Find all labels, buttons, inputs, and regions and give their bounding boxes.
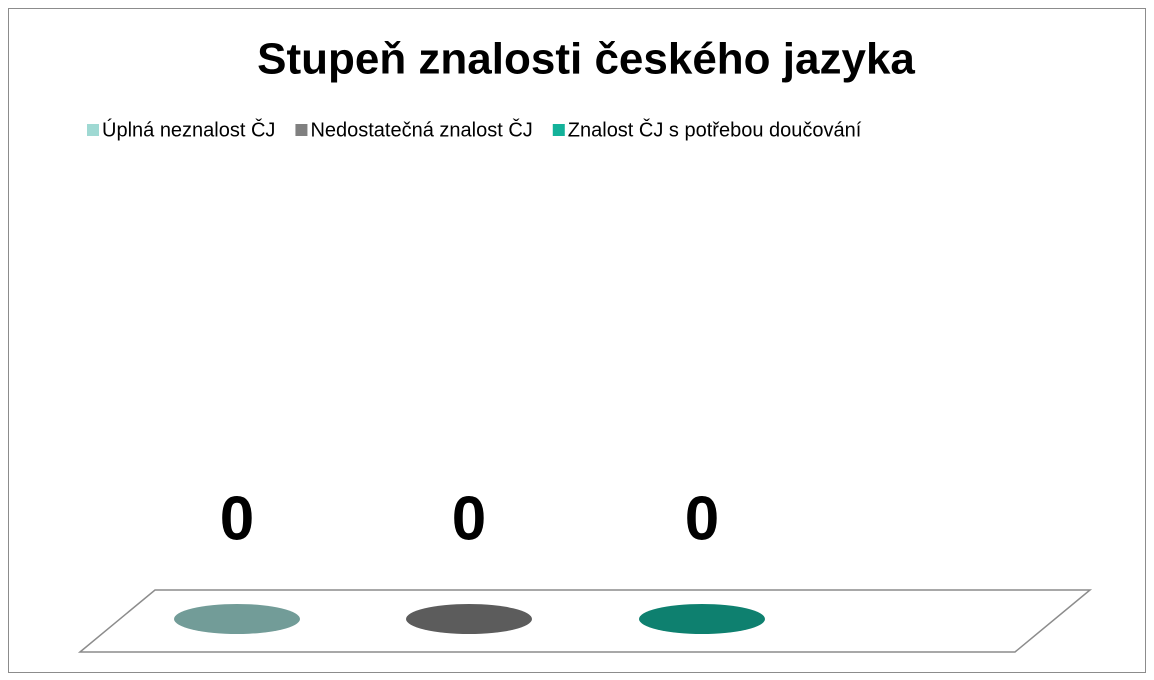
bar xyxy=(174,604,300,634)
legend-label: Nedostatečná znalost ČJ xyxy=(310,118,532,141)
legend-swatch xyxy=(295,124,308,136)
bar xyxy=(406,604,532,634)
legend-label: Úplná neznalost ČJ xyxy=(102,118,275,141)
legend-swatch xyxy=(552,124,565,136)
chart-frame xyxy=(8,8,1146,673)
bar xyxy=(639,604,765,634)
data-label: 0 xyxy=(685,484,719,553)
legend-swatch xyxy=(87,124,99,136)
floor xyxy=(77,589,1093,653)
data-label: 0 xyxy=(220,484,254,553)
data-label: 0 xyxy=(452,484,486,553)
legend-label: Znalost ČJ s potřebou doučování xyxy=(568,118,862,141)
chart-title: Stupeň znalosti českého jazyka xyxy=(257,35,915,84)
